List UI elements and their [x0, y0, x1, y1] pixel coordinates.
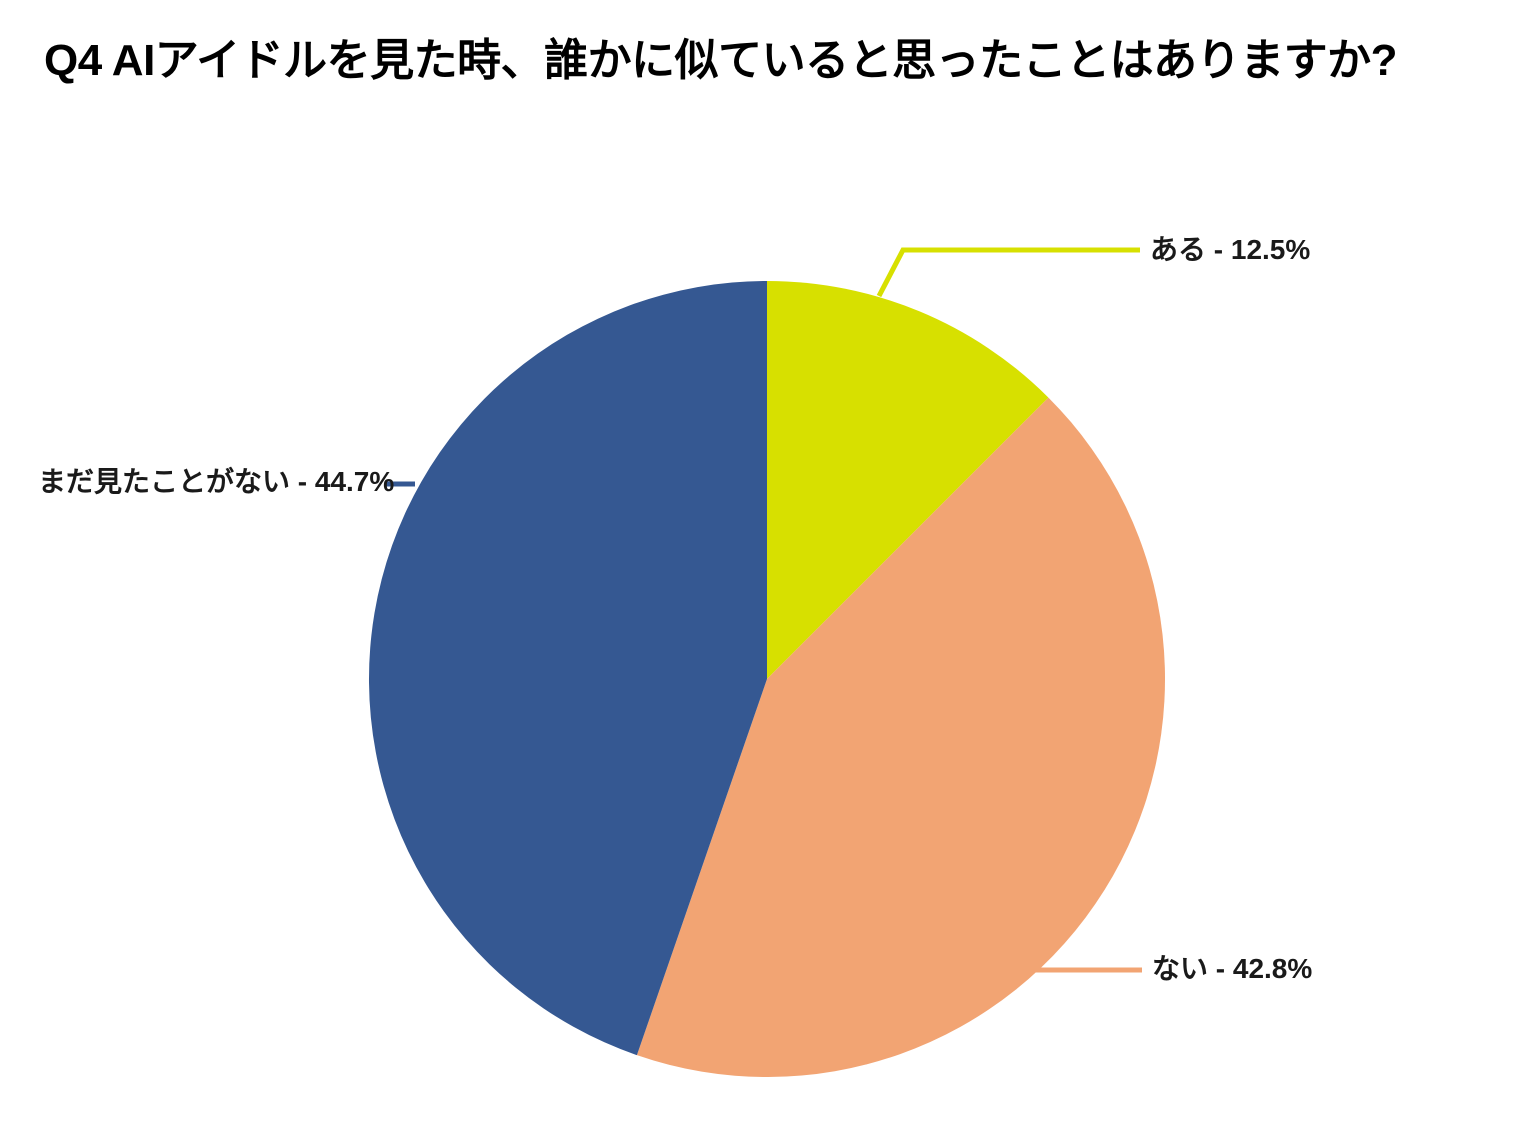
pie-slice-aru[interactable]: [767, 281, 1049, 679]
pie-label-mada: まだ見たことがない - 44.7%: [38, 466, 395, 497]
pie-label-aru: ある - 12.5%: [1150, 234, 1311, 265]
pie-slice-nai[interactable]: [636, 397, 1166, 1078]
page-title: Q4 AIアイドルを見た時、誰かに似ていると思ったことはありますか?: [44, 36, 1397, 85]
pie-label-nai: ない - 42.8%: [1152, 953, 1313, 984]
leader-lines: [386, 247, 1142, 973]
pie-slice-mada[interactable]: [368, 281, 767, 1056]
pie-slices: [368, 281, 1166, 1078]
leader-line-aru: [876, 247, 1140, 298]
